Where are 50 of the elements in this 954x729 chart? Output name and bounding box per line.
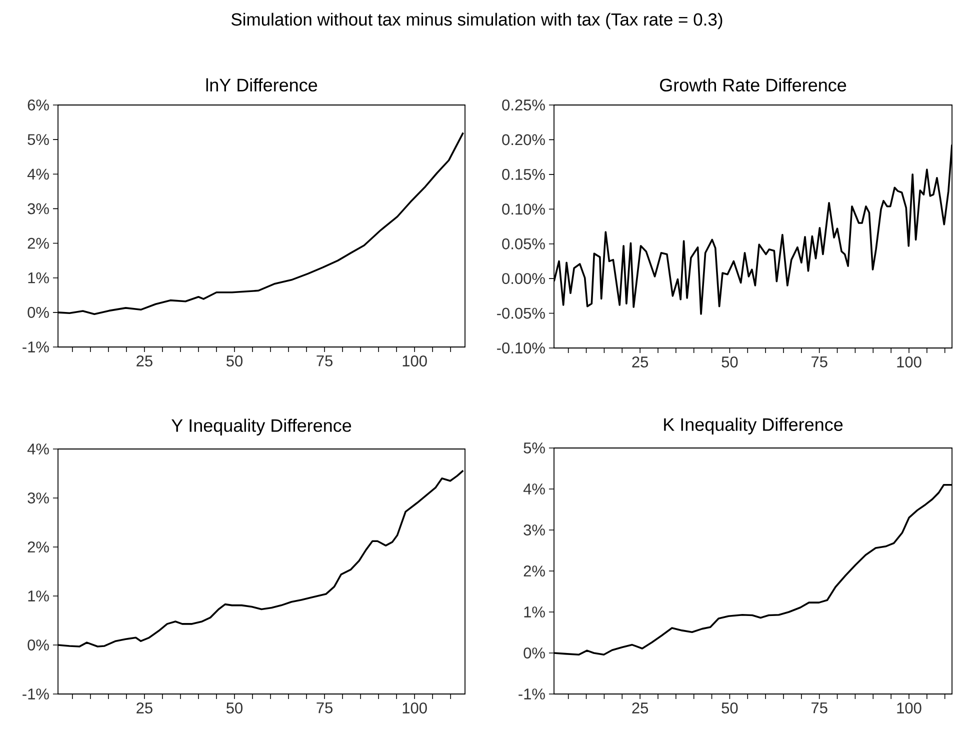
y-tick-label: 0.00% (502, 273, 545, 284)
y-tick-label: 1% (28, 272, 49, 284)
x-tick-label: 100 (897, 702, 922, 714)
chart-title: Growth Rate Difference (660, 78, 846, 92)
y-tick-label: -0.05% (497, 308, 545, 319)
x-tick-label: 25 (136, 356, 152, 366)
chart-title: Y Inequality Difference (172, 418, 352, 436)
x-tick-label: 100 (897, 356, 922, 368)
y-tick-label: 0.15% (502, 168, 545, 180)
y-tick-label: 0.05% (502, 238, 545, 250)
x-tick-label: 75 (812, 702, 828, 714)
x-tick-label: 75 (316, 702, 332, 714)
y-tick-label: 5% (28, 134, 49, 146)
y-tick-label: 2% (524, 566, 545, 576)
y-tick-label: 3% (28, 492, 49, 504)
y-tick-label: 0% (524, 648, 545, 658)
x-tick-label: 25 (632, 356, 648, 368)
y-tick-label: 2% (28, 238, 49, 249)
y-tick-label: 2% (28, 542, 49, 552)
x-tick-label: 100 (402, 702, 427, 714)
y-tick-label: 4% (523, 484, 545, 494)
y-tick-label: -1% (22, 688, 49, 700)
chart-subtitle: lnY Difference (206, 78, 318, 92)
x-tick-label: 50 (226, 356, 242, 366)
x-tick-label: 50 (226, 702, 242, 714)
x-tick-label: 75 (812, 356, 828, 368)
y-tick-label: 5% (524, 442, 545, 454)
y-tick-label: -1% (22, 342, 49, 352)
y-tick-label: 0.25% (502, 100, 545, 110)
chart-title: Simulation without tax minus simulation with tax (Tax rate = 0.3) (231, 12, 722, 30)
y-tick-label: 0.20% (502, 134, 545, 146)
y-tick-label: 0% (28, 306, 49, 318)
y-tick-label: -0.10% (497, 342, 545, 354)
y-tick-label: -1% (518, 688, 545, 700)
y-tick-label: 3% (524, 524, 545, 536)
y-tick-label: 1% (524, 606, 545, 618)
chart-title: K Inequality Difference (664, 418, 843, 435)
x-tick-label: 100 (402, 356, 427, 366)
y-tick-label: 0.10% (502, 204, 545, 215)
y-tick-label: 4% (27, 168, 49, 180)
x-tick-label: 50 (722, 702, 738, 714)
x-tick-label: 50 (722, 356, 738, 368)
y-tick-label: 3% (28, 203, 49, 214)
y-tick-label: 1% (28, 590, 49, 602)
x-tick-label: 25 (136, 702, 152, 714)
y-tick-label: 6% (28, 100, 49, 110)
x-tick-label: 25 (632, 702, 648, 714)
x-tick-label: 75 (316, 356, 332, 366)
y-tick-label: 4% (27, 444, 49, 454)
y-tick-label: 0% (28, 640, 49, 650)
